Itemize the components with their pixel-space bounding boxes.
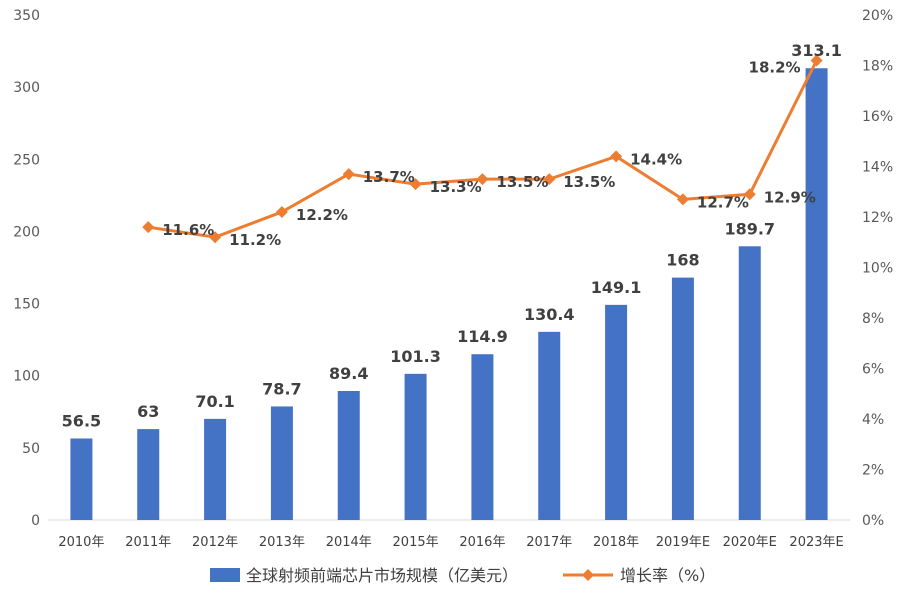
line-value-label: 11.2% — [229, 231, 281, 249]
line-value-label: 13.5% — [496, 173, 548, 191]
line-value-label: 12.9% — [764, 188, 816, 206]
line-point — [743, 188, 756, 201]
bar-value-label: 189.7 — [724, 219, 775, 238]
y-right-tick-label: 0% — [862, 513, 884, 529]
line-value-label: 14.4% — [630, 150, 682, 168]
line-point — [610, 150, 623, 163]
bar-value-label: 313.1 — [791, 41, 842, 60]
line-value-label: 13.7% — [363, 168, 415, 186]
y-right-tick-label: 14% — [862, 160, 893, 176]
y-left-tick-label: 100 — [13, 369, 40, 385]
y-left-tick-label: 150 — [13, 297, 40, 313]
line-value-label: 12.2% — [296, 206, 348, 224]
legend-line-marker — [582, 569, 594, 581]
bar — [270, 406, 293, 520]
x-tick-label: 2023年E — [789, 535, 843, 550]
x-tick-label: 2014年 — [326, 535, 372, 550]
bar-value-label: 70.1 — [195, 392, 234, 411]
line-point — [476, 173, 489, 186]
y-right-tick-label: 12% — [862, 210, 893, 226]
x-tick-label: 2017年 — [526, 535, 572, 550]
x-tick-label: 2020年E — [723, 535, 777, 550]
bar — [137, 429, 160, 520]
x-tick-label: 2011年 — [125, 535, 171, 550]
bar-value-label: 56.5 — [62, 411, 101, 430]
x-tick-label: 2018年 — [593, 535, 639, 550]
y-left-tick-label: 300 — [13, 80, 40, 96]
y-right-tick-label: 16% — [862, 109, 893, 125]
y-left-tick-label: 200 — [13, 224, 40, 240]
bar — [671, 277, 694, 520]
line-value-label: 12.7% — [697, 193, 749, 211]
x-tick-label: 2015年 — [393, 535, 439, 550]
bar — [738, 246, 761, 521]
bar — [337, 391, 360, 520]
line-value-label: 13.5% — [563, 173, 615, 191]
data-labels: 56.5 63 70.1 78.7 89.4 101.3 114.9 130.4 149.1 16… — [62, 41, 842, 430]
y-right-tick-label: 18% — [862, 59, 893, 75]
x-tick-label: 2012年 — [192, 535, 238, 550]
axes: 0 50 100 150 200 250 300 350 0% 2% 4% 6% 8% 10% 12% 14%… — [13, 8, 893, 550]
line-point — [142, 221, 155, 234]
x-tick-label: 2019年E — [656, 535, 710, 550]
bar-value-label: 63 — [137, 402, 159, 421]
bar — [204, 418, 227, 520]
line-value-label: 11.6% — [162, 221, 214, 239]
y-right-tick-label: 4% — [862, 412, 884, 428]
line-point — [342, 168, 355, 181]
line-point — [409, 178, 422, 191]
y-right-tick-label: 8% — [862, 311, 884, 327]
x-tick-label: 2013年 — [259, 535, 305, 550]
line-point — [275, 205, 288, 218]
bar — [471, 354, 494, 520]
y-right-tick-label: 2% — [862, 463, 884, 479]
bar-value-label: 78.7 — [262, 379, 301, 398]
y-right-tick-label: 10% — [862, 261, 893, 277]
bar-series — [70, 68, 828, 521]
bar — [404, 373, 427, 520]
y-left-tick-label: 350 — [13, 8, 40, 24]
y-right-tick-label: 6% — [862, 362, 884, 378]
bar — [805, 68, 828, 521]
line-value-label: 13.3% — [430, 178, 482, 196]
y-left-tick-label: 250 — [13, 152, 40, 168]
line-point — [810, 54, 823, 67]
line-point — [543, 173, 556, 186]
bar-value-label: 168 — [666, 251, 699, 270]
legend-bar-label: 全球射频前端芯片市场规模（亿美元） — [246, 566, 518, 585]
legend: 全球射频前端芯片市场规模（亿美元） 增长率（%） — [210, 566, 715, 585]
legend-bar-swatch — [210, 568, 240, 582]
y-left-tick-label: 50 — [22, 441, 40, 457]
bar-value-label: 101.3 — [390, 347, 441, 366]
line-point — [209, 231, 222, 244]
legend-line-label: 增长率（%） — [620, 566, 715, 585]
y-right-tick-label: 20% — [862, 8, 893, 24]
x-tick-label: 2010年 — [58, 535, 104, 550]
y-left-tick-label: 0 — [31, 513, 40, 529]
bar — [605, 304, 628, 520]
line-value-label: 18.2% — [749, 58, 801, 76]
bar — [538, 331, 561, 520]
line-point — [676, 193, 689, 206]
bar — [70, 438, 93, 520]
bar-value-label: 114.9 — [457, 327, 508, 346]
bar-value-label: 149.1 — [591, 278, 642, 297]
bar-value-label: 89.4 — [329, 364, 368, 383]
x-tick-label: 2016年 — [459, 535, 505, 550]
line-series — [142, 54, 823, 244]
bar-value-label: 130.4 — [524, 305, 575, 324]
